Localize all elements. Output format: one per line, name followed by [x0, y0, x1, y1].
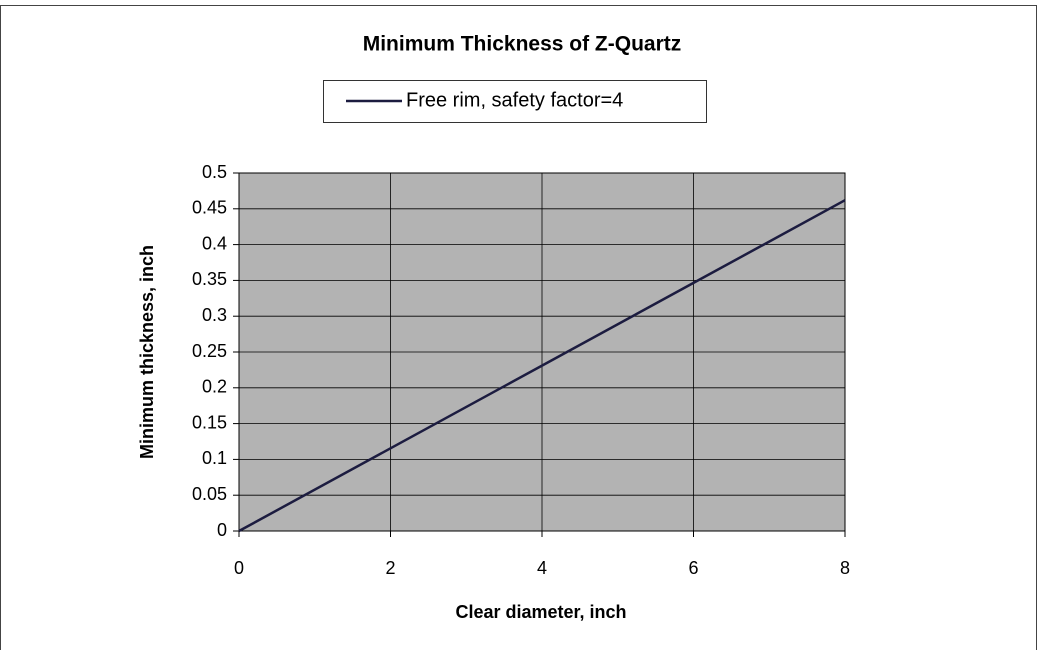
y-tick-label: 0.2	[202, 377, 227, 397]
legend-label: Free rim, safety factor=4	[406, 89, 623, 111]
x-tick-label: 0	[234, 558, 244, 578]
y-tick-label: 0.5	[202, 162, 227, 182]
x-tick-label: 2	[385, 558, 395, 578]
x-tick-label: 6	[688, 558, 698, 578]
y-tick-label: 0.4	[202, 233, 227, 253]
plot-border	[238, 172, 846, 532]
x-axis-label: Clear diameter, inch	[455, 602, 626, 622]
data-line	[238, 199, 846, 533]
y-tick-label: 0	[217, 520, 227, 540]
y-tick-label: 0.35	[192, 269, 227, 289]
y-axis-label: Minimum thickness, inch	[137, 245, 157, 459]
x-tick-label: 4	[537, 558, 547, 578]
chart-title: Minimum Thickness of Z-Quartz	[363, 33, 682, 56]
y-tick-label: 0.05	[192, 484, 227, 504]
y-tick-label: 0.25	[192, 341, 227, 361]
y-tick-label: 0.3	[202, 305, 227, 325]
x-tick-label: 8	[840, 558, 850, 578]
y-tick-label: 0.1	[202, 448, 227, 468]
y-tick-label: 0.45	[192, 198, 227, 218]
y-tick-label: 0.15	[192, 412, 227, 432]
